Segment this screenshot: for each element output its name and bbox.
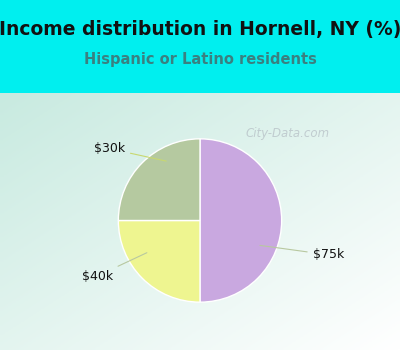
Wedge shape (118, 220, 200, 302)
Text: $75k: $75k (260, 245, 344, 261)
Text: City-Data.com: City-Data.com (246, 126, 330, 140)
Wedge shape (200, 139, 282, 302)
Text: $30k: $30k (94, 142, 166, 161)
Text: Hispanic or Latino residents: Hispanic or Latino residents (84, 52, 316, 67)
Wedge shape (118, 139, 200, 220)
Text: $40k: $40k (82, 253, 147, 282)
Text: Income distribution in Hornell, NY (%): Income distribution in Hornell, NY (%) (0, 20, 400, 39)
